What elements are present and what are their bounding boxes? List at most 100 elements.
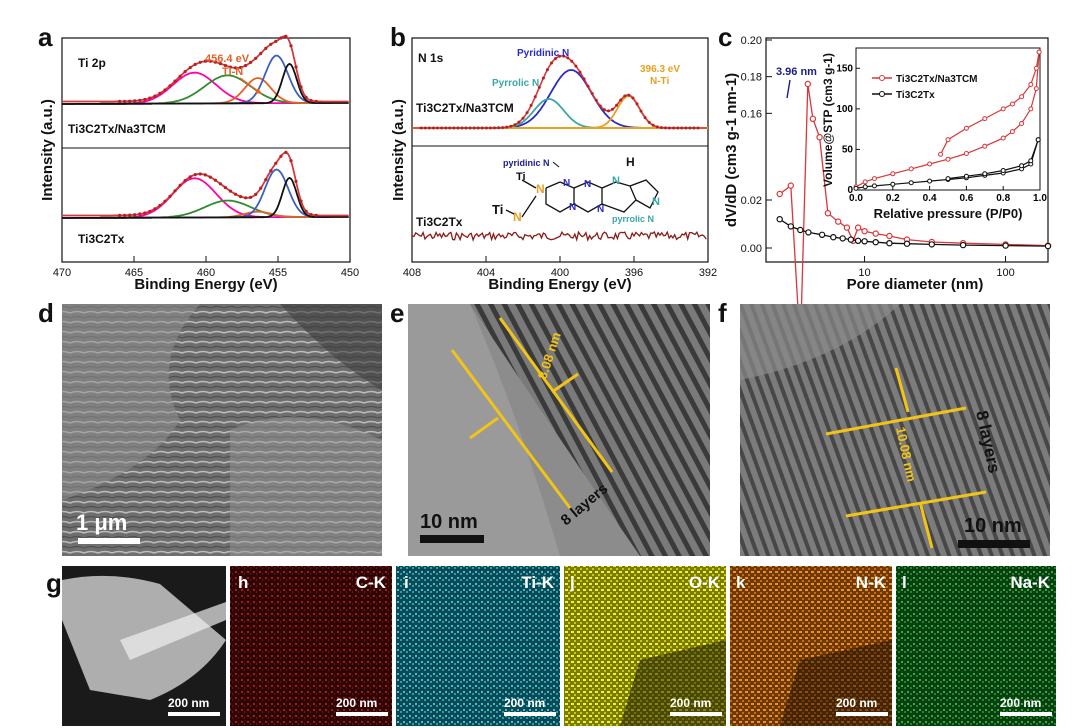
panel-c-inset-x-tick-label-4: 0.8 <box>996 193 1010 204</box>
panel-j-element: O-K <box>689 573 721 592</box>
panel-f-arrow-2 <box>918 501 934 549</box>
panel-c-inset-frame <box>855 47 1041 191</box>
panel-c-inset-0-point <box>890 171 896 177</box>
panel-a-data-point <box>138 98 142 102</box>
panel-c-inset-0-point <box>1028 82 1034 87</box>
panel-b-data-point <box>586 84 590 88</box>
panel-a-data-point <box>173 189 177 193</box>
panel-a-data-point <box>274 39 278 44</box>
panel-b-data-point <box>598 104 602 108</box>
panel-k-scale-label: 200 nm <box>836 696 877 710</box>
panel-a-data-point <box>259 186 263 190</box>
panel-c-inset-1-point <box>1000 168 1006 173</box>
panel-k-scale-bar <box>836 712 888 716</box>
panel-c-inset-0-point <box>963 125 969 131</box>
panel-a-data-point <box>223 63 227 68</box>
panel-e-arrow-2 <box>551 372 579 394</box>
panel-c-series-0-point <box>854 224 862 231</box>
panel-b-molecule-structure: pyridinic N Ti Ti N N N N N N H N N pyrr… <box>492 155 660 224</box>
panel-k-element: N-K <box>856 573 887 592</box>
panel-b-data-point <box>692 126 696 130</box>
panel-j-scale-bar <box>670 712 722 716</box>
panel-l-map-na: l Na-K 200 nm <box>896 566 1056 726</box>
panel-c-series-0-point <box>804 80 812 88</box>
panel-a-data-point <box>299 85 303 89</box>
panel-b-data-point <box>472 126 476 130</box>
panel-c-inset-0-point <box>938 151 944 157</box>
panel-c-legend-marker-0 <box>879 75 885 81</box>
panel-b-sample-bottom: Ti3C2Tx <box>416 215 463 229</box>
panel-a-data-point <box>193 62 197 66</box>
panel-b-data-point <box>493 126 496 130</box>
panel-c-inset-x-tick-label-1: 0.2 <box>886 193 900 204</box>
panel-c-series-0-point <box>816 133 823 141</box>
panel-b-nti-ev: 396.3 eV <box>640 64 680 75</box>
panel-b-data-point <box>501 126 505 130</box>
panel-c-inset-1-point <box>853 185 859 191</box>
panel-b-data-point <box>460 126 464 130</box>
panel-a-data-point <box>163 88 167 92</box>
panel-a-data-point <box>148 209 152 213</box>
panel-c-inset-0-point <box>1036 49 1042 55</box>
panel-a-sample-bottom: Ti3C2Tx <box>78 232 125 246</box>
panel-c-y-tick-label-3: 0.18 <box>741 72 762 84</box>
panel-a-data-point <box>274 161 278 165</box>
panel-c-inset-0-point <box>1000 106 1006 112</box>
panel-c-inset-0-point <box>871 176 877 182</box>
panel-a-data-point <box>239 65 243 70</box>
panel-c-inset-y-tick-label-3: 150 <box>836 63 853 74</box>
panel-a-data-point <box>304 95 308 99</box>
panel-a-tick-label-1: 465 <box>125 267 143 279</box>
panel-a-data-point <box>213 178 217 182</box>
panel-b-data-point <box>635 102 639 106</box>
panel-b-struct-n4: N <box>569 202 576 213</box>
panel-letter-c: c <box>718 22 732 52</box>
panel-a-x-ticks: 470 465 460 455 450 <box>53 256 359 279</box>
panel-c-inset-y-label: Volume@STP (cm3 g-1) <box>821 53 835 187</box>
panel-a-data-point <box>218 182 222 186</box>
panel-c-inset-1-point <box>927 178 933 184</box>
panel-f-guide-line-1 <box>825 406 967 436</box>
panel-letter-j: j <box>569 573 575 592</box>
panel-c-y-tick-label-1: 0.02 <box>741 195 762 207</box>
panel-a-data-point <box>244 196 248 200</box>
panel-letter-l: l <box>902 573 907 592</box>
panel-b-title: N 1s <box>418 51 444 65</box>
panel-c-series-1-point <box>787 223 795 230</box>
panel-a-data-point <box>239 195 243 199</box>
panel-b-data-point <box>602 108 606 112</box>
panel-c-x-tick-label-0: 10 <box>858 267 870 279</box>
panel-e-tem-image: 8.08 nm 8 layers 10 nm <box>408 304 710 556</box>
panel-c-inset-0-point <box>1009 101 1015 107</box>
panel-l-map <box>896 566 1056 726</box>
panel-c-series-0-point <box>843 224 851 231</box>
panel-b-data-point <box>513 123 517 127</box>
panel-c-series-1-point <box>959 241 967 249</box>
panel-letter-f: f <box>718 298 727 328</box>
panel-c-inset-1-point <box>1028 158 1034 164</box>
panel-c-series-1-point <box>928 241 936 248</box>
panel-a-xps-ti2p: 470 465 460 455 450 Ti 2p Ti3C2Tx/Na3TCM Ti3… <box>39 34 359 293</box>
panel-a-data-point <box>183 179 187 183</box>
panel-b-struct-h: H <box>626 155 635 169</box>
panel-c-inset-0-point <box>945 156 951 162</box>
panel-a-data-point <box>213 60 217 64</box>
panel-c-series-0-point <box>861 227 868 235</box>
panel-b-struct-n8: N <box>652 196 660 208</box>
panel-a-data-point <box>153 94 157 98</box>
panel-b-data-point <box>590 92 594 95</box>
panel-a-data-point <box>128 99 132 103</box>
panel-b-data-point <box>659 126 663 130</box>
panel-c-series-0-point <box>824 209 832 217</box>
panel-b-struct-pyridinic: pyridinic N <box>503 158 550 168</box>
panel-i-map <box>396 566 560 726</box>
panel-b-data-point <box>550 61 553 65</box>
panel-c-inset-x-label: Relative pressure (P/P0) <box>874 206 1023 221</box>
panel-a-tick-label-0: 470 <box>53 267 71 279</box>
panel-f-edge-region <box>740 304 900 380</box>
panel-c-series-0-point <box>809 115 817 123</box>
panel-b-data-point <box>623 94 627 98</box>
panel-a-component-4 <box>62 62 349 105</box>
panel-a-data-point <box>289 159 293 163</box>
panel-c-inset-y-tick-label-0: 0 <box>847 185 853 196</box>
